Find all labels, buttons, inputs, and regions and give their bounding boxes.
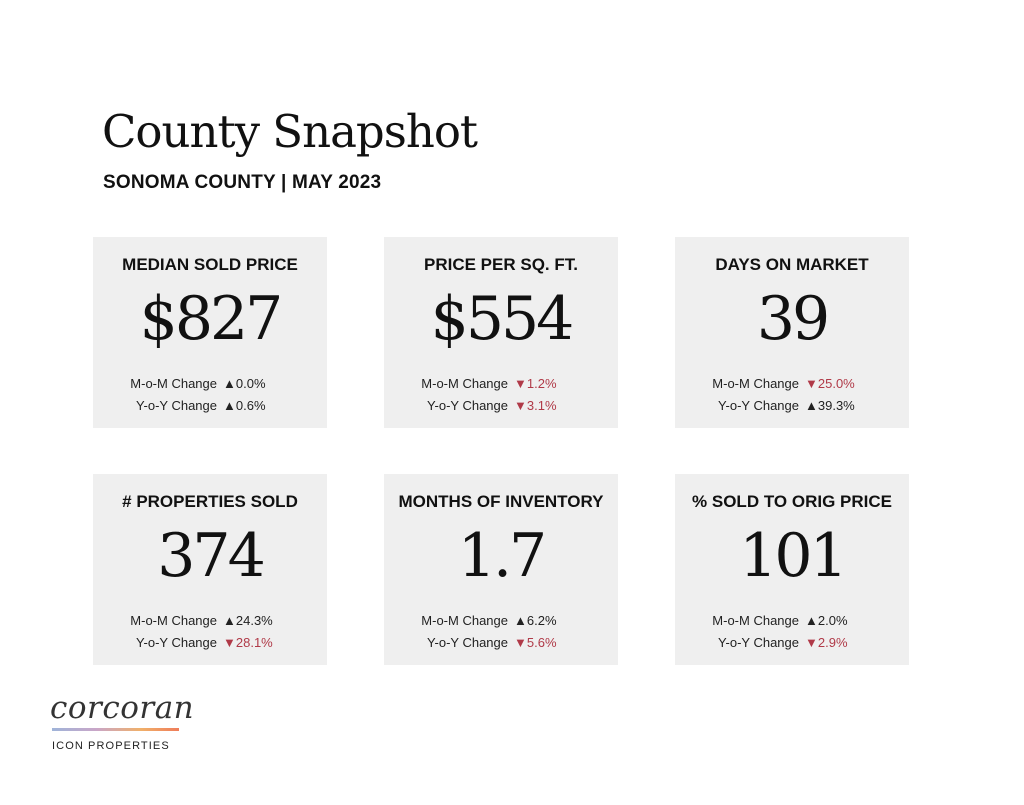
yoy-change-value: ▲39.3%: [805, 398, 855, 413]
yoy-change-value: ▼2.9%: [805, 635, 848, 650]
stat-card-months-of-inventory: MONTHS OF INVENTORY 1.7 M-o-M Change ▲6.…: [384, 474, 618, 665]
brand-logo: corcoran ICON PROPERTIES: [48, 690, 194, 760]
yoy-change-label: Y-o-Y Change: [136, 398, 217, 413]
mom-change-label: M-o-M Change: [130, 376, 217, 391]
mom-change-row: M-o-M Change ▲6.2%: [384, 610, 618, 632]
yoy-change-label: Y-o-Y Change: [718, 398, 799, 413]
yoy-change-row: Y-o-Y Change ▼3.1%: [384, 395, 618, 417]
logo-wordmark: corcoran: [50, 690, 195, 726]
yoy-change-label: Y-o-Y Change: [718, 635, 799, 650]
stat-card-sold-to-orig-price: % SOLD TO ORIG PRICE 101 M-o-M Change ▲2…: [675, 474, 909, 665]
stat-card-properties-sold: # PROPERTIES SOLD 374 M-o-M Change ▲24.3…: [93, 474, 327, 665]
stat-label: MEDIAN SOLD PRICE: [122, 255, 298, 274]
yoy-change-value: ▼28.1%: [223, 635, 273, 650]
mom-change-label: M-o-M Change: [421, 376, 508, 391]
mom-change-row: M-o-M Change ▼1.2%: [384, 373, 618, 395]
mom-change-value: ▼25.0%: [805, 376, 855, 391]
yoy-change-value: ▼3.1%: [514, 398, 557, 413]
change-list: M-o-M Change ▲2.0% Y-o-Y Change ▼2.9%: [675, 610, 909, 654]
stat-label: PRICE PER SQ. FT.: [424, 255, 578, 274]
mom-change-value: ▲0.0%: [223, 376, 266, 391]
stat-value: 1.7: [457, 521, 547, 591]
mom-change-row: M-o-M Change ▲2.0%: [675, 610, 909, 632]
yoy-change-row: Y-o-Y Change ▲39.3%: [675, 395, 909, 417]
mom-change-value: ▼1.2%: [514, 376, 557, 391]
yoy-change-row: Y-o-Y Change ▼28.1%: [93, 632, 327, 654]
yoy-change-row: Y-o-Y Change ▲0.6%: [93, 395, 327, 417]
yoy-change-label: Y-o-Y Change: [427, 398, 508, 413]
stat-card-days-on-market: DAYS ON MARKET 39 M-o-M Change ▼25.0% Y-…: [675, 237, 909, 428]
change-list: M-o-M Change ▼1.2% Y-o-Y Change ▼3.1%: [384, 373, 618, 417]
stat-value: 39: [756, 284, 830, 354]
yoy-change-value: ▼5.6%: [514, 635, 557, 650]
yoy-change-label: Y-o-Y Change: [136, 635, 217, 650]
mom-change-row: M-o-M Change ▼25.0%: [675, 373, 909, 395]
stat-value: 374: [157, 521, 266, 591]
mom-change-label: M-o-M Change: [712, 613, 799, 628]
yoy-change-label: Y-o-Y Change: [427, 635, 508, 650]
stat-card-price-per-sq-ft: PRICE PER SQ. FT. $554 M-o-M Change ▼1.2…: [384, 237, 618, 428]
page-title: County Snapshot: [102, 105, 478, 158]
change-list: M-o-M Change ▲6.2% Y-o-Y Change ▼5.6%: [384, 610, 618, 654]
change-list: M-o-M Change ▼25.0% Y-o-Y Change ▲39.3%: [675, 373, 909, 417]
mom-change-value: ▲2.0%: [805, 613, 848, 628]
stat-value: $827: [139, 284, 284, 354]
stat-value: 101: [739, 521, 848, 591]
mom-change-label: M-o-M Change: [130, 613, 217, 628]
page-subtitle: SONOMA COUNTY | MAY 2023: [103, 172, 382, 193]
mom-change-label: M-o-M Change: [421, 613, 508, 628]
yoy-change-row: Y-o-Y Change ▼5.6%: [384, 632, 618, 654]
logo-gradient-bar: [52, 728, 179, 731]
logo-subtitle: ICON PROPERTIES: [52, 740, 170, 752]
yoy-change-value: ▲0.6%: [223, 398, 266, 413]
stat-label: DAYS ON MARKET: [715, 255, 869, 274]
change-list: M-o-M Change ▲24.3% Y-o-Y Change ▼28.1%: [93, 610, 327, 654]
stat-label: MONTHS OF INVENTORY: [398, 492, 604, 511]
mom-change-row: M-o-M Change ▲24.3%: [93, 610, 327, 632]
yoy-change-row: Y-o-Y Change ▼2.9%: [675, 632, 909, 654]
stat-label: # PROPERTIES SOLD: [122, 492, 298, 511]
change-list: M-o-M Change ▲0.0% Y-o-Y Change ▲0.6%: [93, 373, 327, 417]
mom-change-label: M-o-M Change: [712, 376, 799, 391]
mom-change-value: ▲6.2%: [514, 613, 557, 628]
stat-card-median-sold-price: MEDIAN SOLD PRICE $827 M-o-M Change ▲0.0…: [93, 237, 327, 428]
stat-label: % SOLD TO ORIG PRICE: [692, 492, 892, 511]
mom-change-value: ▲24.3%: [223, 613, 273, 628]
stat-value: $554: [430, 284, 575, 354]
mom-change-row: M-o-M Change ▲0.0%: [93, 373, 327, 395]
